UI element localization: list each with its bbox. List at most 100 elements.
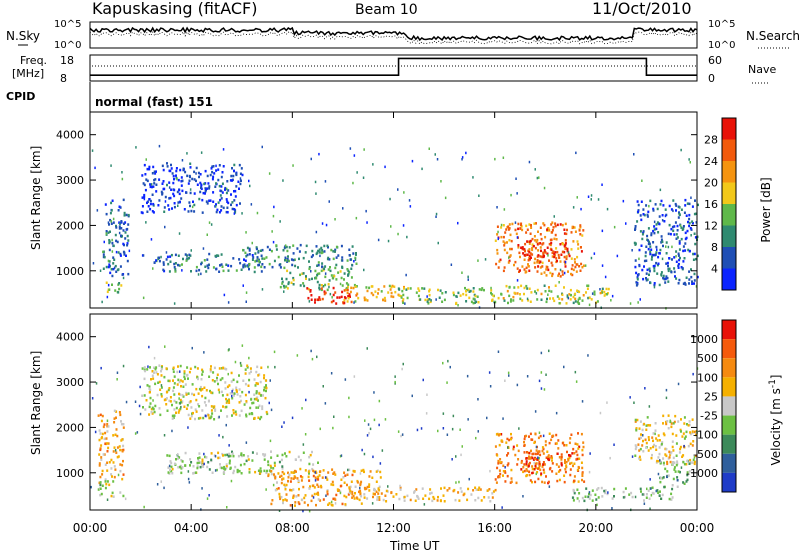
velocity-cell-5 bbox=[413, 491, 415, 494]
velocity-noise-cell bbox=[91, 397, 94, 400]
velocity-cell-2 bbox=[209, 370, 212, 373]
power-noise-cell bbox=[547, 293, 549, 296]
power-cell-12 bbox=[637, 210, 640, 214]
velocity-cell-4 bbox=[328, 502, 331, 505]
power-cell-7 bbox=[403, 285, 405, 289]
power-noise-cell bbox=[389, 197, 391, 201]
power-cell-5 bbox=[305, 277, 307, 280]
power-noise-cell bbox=[534, 168, 536, 171]
power-colorbar-segment bbox=[722, 161, 736, 183]
velocity-cell-0 bbox=[104, 442, 107, 445]
power-cell-9 bbox=[579, 246, 582, 249]
velocity-cell-9 bbox=[650, 456, 653, 460]
power-noise-cell bbox=[135, 146, 137, 149]
power-noise-cell bbox=[363, 268, 365, 272]
velocity-cell-2 bbox=[249, 406, 252, 410]
velocity-noise-cell bbox=[477, 430, 479, 433]
velocity-cell-5 bbox=[351, 496, 354, 499]
power-cell-9 bbox=[527, 265, 530, 268]
power-cell-4 bbox=[332, 257, 335, 261]
power-cell-2 bbox=[149, 202, 152, 206]
velocity-cell-0 bbox=[113, 409, 116, 413]
velocity-noise-cell bbox=[364, 419, 366, 422]
velocity-cell-8 bbox=[622, 496, 625, 499]
power-cell-9 bbox=[531, 248, 534, 252]
power-cell-10 bbox=[540, 249, 542, 253]
velocity-cell-1 bbox=[104, 480, 107, 483]
power-cell-6 bbox=[350, 300, 353, 304]
power-cell-4 bbox=[266, 245, 269, 249]
y-tick-label: 2000 bbox=[56, 421, 84, 434]
velocity-cell-6 bbox=[496, 454, 499, 457]
velocity-noise-cell bbox=[114, 449, 117, 452]
power-cell-9 bbox=[577, 243, 580, 246]
power-cell-5 bbox=[347, 273, 350, 277]
velocity-cell-0 bbox=[118, 411, 121, 414]
power-cell-4 bbox=[348, 254, 351, 257]
power-noise-cell bbox=[622, 199, 625, 203]
velocity-cell-5 bbox=[437, 495, 439, 499]
velocity-cell-2 bbox=[141, 394, 144, 397]
power-cell-12 bbox=[694, 199, 696, 202]
power-noise-cell bbox=[653, 285, 656, 289]
velocity-cell-3 bbox=[167, 466, 170, 469]
power-cell-2 bbox=[200, 184, 203, 187]
velocity-noise-cell bbox=[226, 506, 228, 509]
velocity-cell-9 bbox=[671, 440, 674, 443]
velocity-cell-2 bbox=[224, 381, 227, 384]
velocity-cell-8 bbox=[628, 493, 631, 496]
power-cell-4 bbox=[256, 256, 259, 259]
velocity-cell-2 bbox=[175, 401, 178, 404]
velocity-cell-4 bbox=[317, 498, 320, 501]
velocity-cell-6 bbox=[526, 451, 528, 454]
power-cell-11 bbox=[536, 288, 539, 292]
velocity-cell-3 bbox=[239, 463, 242, 467]
power-cell-12 bbox=[649, 245, 652, 248]
power-noise-cell bbox=[593, 252, 596, 255]
power-cell-4 bbox=[320, 251, 323, 255]
power-cell-9 bbox=[539, 226, 542, 229]
velocity-cell-6 bbox=[522, 470, 525, 474]
power-cell-8 bbox=[428, 290, 431, 293]
power-noise-cell bbox=[178, 232, 181, 235]
velocity-cell-2 bbox=[160, 366, 163, 369]
velocity-cell-9 bbox=[635, 445, 638, 449]
power-cell-12 bbox=[659, 203, 662, 206]
velocity-cell-9 bbox=[688, 420, 691, 423]
velocity-cell-10 bbox=[659, 480, 662, 484]
power-cell-4 bbox=[287, 255, 289, 258]
velocity-cell-2 bbox=[178, 392, 180, 396]
velocity-cell-6 bbox=[506, 454, 508, 457]
freq-label-line2: [MHz] bbox=[12, 67, 44, 80]
power-noise-cell bbox=[115, 250, 118, 254]
power-cell-4 bbox=[354, 256, 357, 260]
velocity-cell-1 bbox=[97, 488, 100, 491]
velocity-cell-6 bbox=[529, 479, 532, 482]
velocity-cell-9 bbox=[652, 445, 655, 449]
power-noise-cell bbox=[152, 267, 154, 270]
velocity-cell-0 bbox=[106, 425, 109, 428]
power-cell-5 bbox=[305, 275, 307, 278]
velocity-cell-7 bbox=[568, 454, 570, 457]
power-cell-1 bbox=[110, 209, 113, 212]
power-noise-cell bbox=[547, 254, 549, 257]
velocity-cell-2 bbox=[194, 417, 196, 421]
velocity-noise-cell bbox=[402, 362, 404, 366]
power-cell-4 bbox=[327, 246, 329, 249]
power-cell-7 bbox=[390, 291, 393, 295]
velocity-cell-0 bbox=[122, 444, 125, 448]
velocity-cell-9 bbox=[660, 442, 663, 446]
velocity-noise-cell bbox=[283, 421, 285, 424]
velocity-cell-0 bbox=[98, 481, 101, 485]
y-tick-label: 4000 bbox=[56, 129, 84, 142]
velocity-cell-3 bbox=[211, 471, 214, 474]
power-cell-3 bbox=[230, 264, 233, 268]
power-noise-cell bbox=[461, 271, 463, 274]
power-cell-9 bbox=[551, 229, 554, 232]
velocity-cell-2 bbox=[150, 378, 152, 381]
power-cell-4 bbox=[244, 251, 247, 255]
velocity-cell-3 bbox=[210, 452, 213, 455]
power-noise-cell bbox=[610, 299, 612, 302]
power-cell-5 bbox=[303, 284, 306, 288]
power-cell-2 bbox=[143, 195, 146, 199]
